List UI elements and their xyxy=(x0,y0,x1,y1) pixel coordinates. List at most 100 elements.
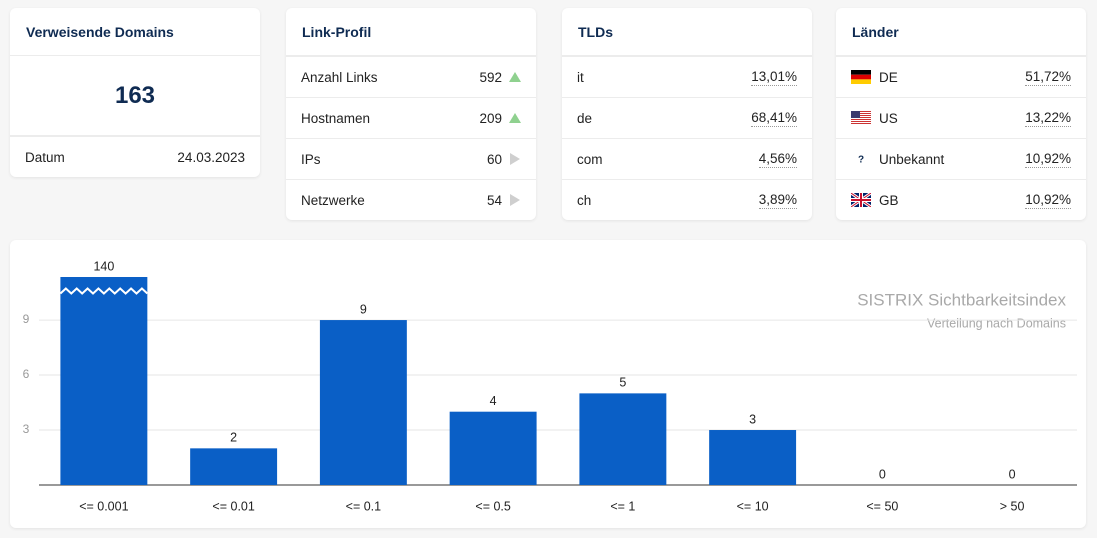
row-left: ? Unbekannt xyxy=(851,152,944,167)
card-row: com 4,56% xyxy=(562,138,812,179)
row-label: Anzahl Links xyxy=(301,69,378,85)
card-row: de 68,41% xyxy=(562,97,812,138)
row-right: 51,72% xyxy=(1025,69,1071,86)
row-value: 54 xyxy=(486,192,502,208)
card-row: ch 3,89% xyxy=(562,179,812,220)
row-right: 54 xyxy=(487,193,521,208)
row-right: 10,92% xyxy=(1025,151,1071,168)
row-label: IPs xyxy=(301,151,321,167)
row-left: Anzahl Links xyxy=(301,70,378,85)
x-tick-label: <= 0.01 xyxy=(212,499,254,513)
row-right: 209 xyxy=(479,111,521,126)
row-left: com xyxy=(577,152,603,167)
trend-icon xyxy=(510,153,520,165)
row-label: de xyxy=(577,110,593,126)
row-value: 51,72% xyxy=(1025,68,1071,86)
row-right: 592 xyxy=(479,70,521,85)
card-title: Länder xyxy=(836,8,1086,56)
card: Länder DE 51,72% US 13,22%? Unbekannt 10,92% GB… xyxy=(836,8,1086,220)
value-label: 3 xyxy=(749,412,756,426)
row-value: 24.03.2023 xyxy=(177,149,245,165)
bar xyxy=(60,277,148,485)
value-label: 2 xyxy=(230,431,237,445)
row-label: com xyxy=(577,151,603,167)
row-label: it xyxy=(577,69,584,85)
row-value: 13,22% xyxy=(1025,109,1071,127)
card-row: US 13,22% xyxy=(836,97,1086,138)
card-row: ? Unbekannt 10,92% xyxy=(836,138,1086,179)
row-value: 4,56% xyxy=(758,150,797,168)
bar xyxy=(579,393,667,485)
x-tick-label: <= 1 xyxy=(610,499,635,513)
row-label: Datum xyxy=(25,149,65,165)
axis-break xyxy=(59,287,149,295)
row-value: 209 xyxy=(479,110,502,126)
trend-icon xyxy=(510,194,520,206)
bar xyxy=(709,430,797,485)
card-title: Link-Profil xyxy=(286,8,536,56)
row-label: ch xyxy=(577,192,592,208)
y-tick-label: 9 xyxy=(23,312,30,326)
row-value: 68,41% xyxy=(751,109,797,127)
row-value: 60 xyxy=(486,151,502,167)
bar xyxy=(190,448,278,485)
row-left: DE xyxy=(851,70,898,85)
row-right: 4,56% xyxy=(758,150,797,168)
value-label: 9 xyxy=(360,302,367,316)
svg-text:?: ? xyxy=(858,155,864,166)
chart-title: SISTRIX Sichtbarkeitsindex xyxy=(857,290,1066,309)
value-label: 5 xyxy=(619,376,626,390)
flag-icon xyxy=(851,111,871,125)
card-row: GB 10,92% xyxy=(836,179,1086,220)
flag-icon xyxy=(851,193,871,207)
row-left: Hostnamen xyxy=(301,111,370,126)
row-value: 10,92% xyxy=(1025,191,1071,209)
value-label: 0 xyxy=(879,467,886,481)
y-tick-label: 3 xyxy=(23,422,30,436)
flag-icon: ? xyxy=(851,152,871,166)
chart-card xyxy=(10,240,1086,528)
row-left: IPs xyxy=(301,152,321,167)
x-tick-label: <= 10 xyxy=(737,499,769,513)
bar xyxy=(319,320,407,485)
row-left: US xyxy=(851,111,898,126)
row-left: it xyxy=(577,70,584,85)
x-tick-label: <= 0.1 xyxy=(346,499,381,513)
value-label: 0 xyxy=(1009,467,1016,481)
card-row: it 13,01% xyxy=(562,56,812,97)
row-left: Datum xyxy=(25,150,65,165)
bar xyxy=(449,411,537,485)
row-right: 10,92% xyxy=(1025,192,1071,209)
card-total: 163 xyxy=(10,56,260,136)
chart-subtitle: Verteilung nach Domains xyxy=(927,316,1066,330)
flag-icon xyxy=(851,70,871,84)
card-row: Anzahl Links 592 xyxy=(286,56,536,97)
row-label: Hostnamen xyxy=(301,110,371,126)
card-row: DE 51,72% xyxy=(836,56,1086,97)
row-left: GB xyxy=(851,193,899,208)
x-tick-label: <= 0.001 xyxy=(79,499,128,513)
card: Link-Profil Anzahl Links 592 Hostnamen 209 IP… xyxy=(286,8,536,220)
row-label: Netzwerke xyxy=(301,192,365,208)
row-left: ch xyxy=(577,193,591,208)
value-label: 140 xyxy=(93,259,114,273)
row-label: DE xyxy=(879,69,898,85)
card: Verweisende Domains 163 Datum 24.03.2023 xyxy=(10,8,260,177)
row-value: 10,92% xyxy=(1025,150,1071,168)
card-row: Datum 24.03.2023 xyxy=(10,136,260,177)
card-title: TLDs xyxy=(562,8,812,56)
trend-icon xyxy=(509,113,521,123)
card-row: IPs 60 xyxy=(286,138,536,179)
bars xyxy=(60,277,797,485)
card-row: Hostnamen 209 xyxy=(286,97,536,138)
card-row: Netzwerke 54 xyxy=(286,179,536,220)
row-right: 60 xyxy=(487,152,521,167)
row-value: 13,01% xyxy=(751,68,797,86)
row-right: 24.03.2023 xyxy=(177,150,245,165)
row-value: 3,89% xyxy=(758,191,797,209)
row-left: Netzwerke xyxy=(301,193,365,208)
row-right: 13,01% xyxy=(751,69,797,86)
value-label: 4 xyxy=(490,394,497,408)
